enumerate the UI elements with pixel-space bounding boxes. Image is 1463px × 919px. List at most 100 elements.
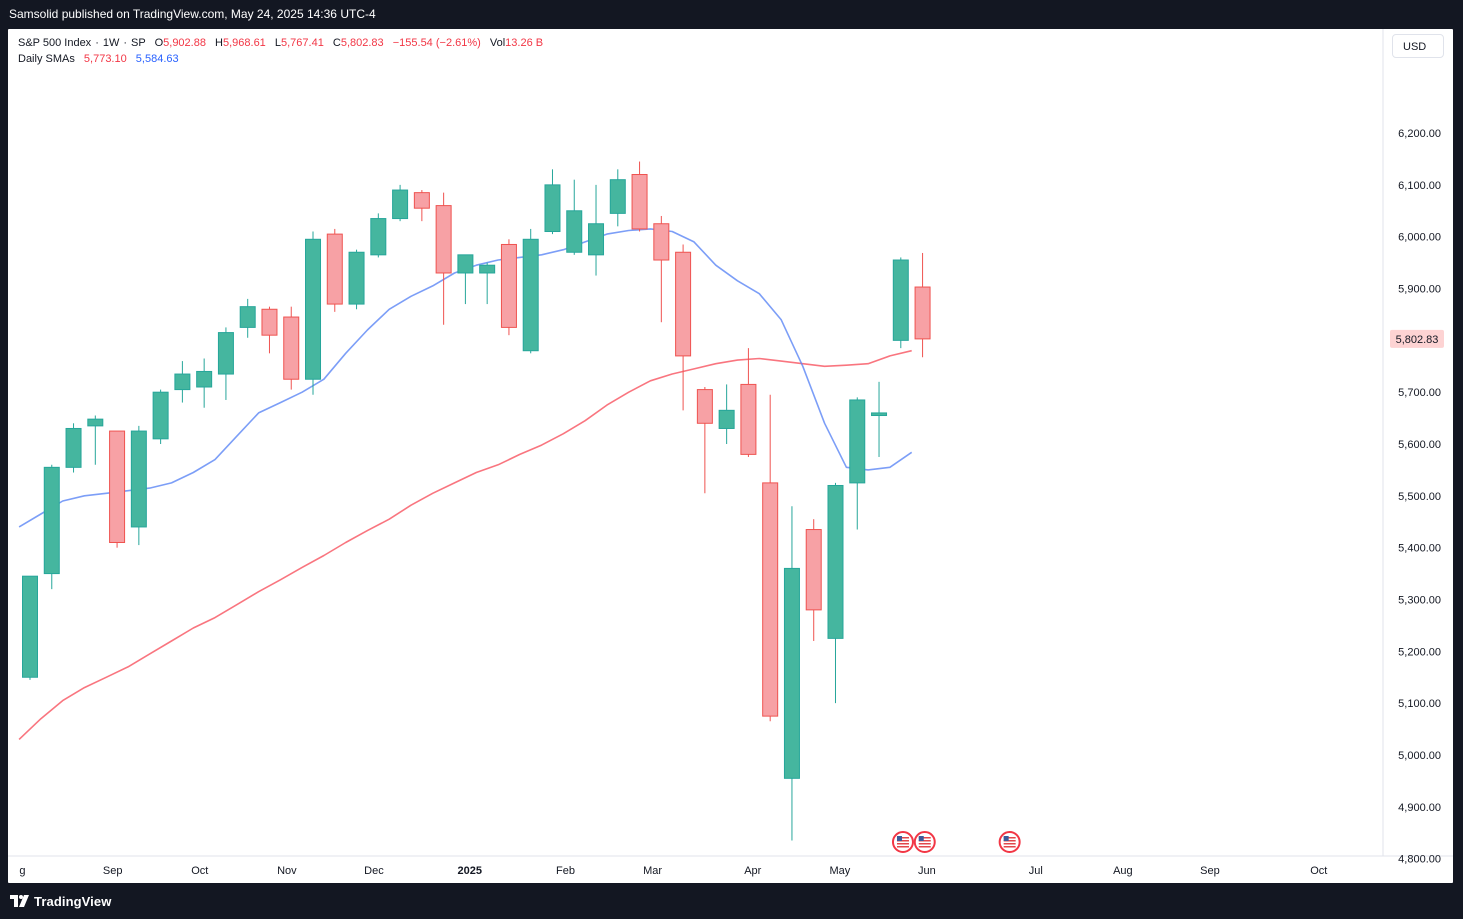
time-tick-label: g <box>19 865 25 877</box>
price-tick-label: 5,300.00 <box>1398 595 1441 607</box>
volume-value: 13.26 B <box>505 37 544 49</box>
candle-up <box>479 264 496 274</box>
high-value: 5,968.61 <box>222 37 266 49</box>
sma-title: Daily SMAs <box>18 53 75 65</box>
price-tick-label: 6,100.00 <box>1398 180 1441 192</box>
candle-down <box>500 243 517 328</box>
sma1-line <box>18 349 912 740</box>
price-tick-label: 5,000.00 <box>1398 750 1441 762</box>
price-tick-label: 4,900.00 <box>1398 802 1441 814</box>
time-tick-label: Oct <box>1310 865 1327 877</box>
chart-panel[interactable]: 6,200.006,100.006,000.005,900.005,800.00… <box>8 29 1453 883</box>
candle-up <box>588 223 605 256</box>
sma1-value: 5,773.10 <box>83 53 127 65</box>
candle-up <box>305 238 322 380</box>
candle-up <box>348 251 365 305</box>
time-tick-label: Apr <box>744 865 761 877</box>
candle-up <box>392 189 409 220</box>
time-tick-label: May <box>829 865 850 877</box>
time-tick-label: Mar <box>643 865 662 877</box>
low-value: 5,767.41 <box>281 37 324 49</box>
close-label: C <box>332 37 341 49</box>
ohlc-legend-row: S&P 500 Index · 1W · SP O5,902.88 H5,968.61 … <box>18 37 544 49</box>
candle-up <box>457 254 474 274</box>
candle-up <box>783 567 800 779</box>
candle-up <box>522 238 539 352</box>
interval-label[interactable]: 1W <box>102 37 120 49</box>
exchange-label: SP <box>131 37 146 49</box>
time-tick-label: Oct <box>191 865 208 877</box>
us-flag-event-icon[interactable] <box>998 831 1021 853</box>
candle-up <box>130 430 147 528</box>
candle-up <box>239 306 256 328</box>
candle-down <box>435 205 452 274</box>
candle-up <box>22 575 38 678</box>
candle-down <box>762 482 779 717</box>
publisher-bar: Samsolid published on TradingView.com, M… <box>0 0 1463 28</box>
candle-down <box>653 223 670 261</box>
time-tick-label: Jul <box>1029 865 1043 877</box>
time-tick-label: Feb <box>556 865 575 877</box>
tradingview-logo-icon <box>10 894 29 907</box>
volume-label: Vol <box>489 37 506 49</box>
time-tick-label: Sep <box>1200 865 1220 877</box>
candle-down <box>283 316 300 380</box>
candle-down <box>914 286 931 340</box>
candle-up <box>566 210 583 253</box>
candle-down <box>631 174 648 230</box>
candle-up <box>892 259 909 341</box>
candle-up <box>718 409 735 429</box>
price-tick-label: 5,700.00 <box>1398 387 1441 399</box>
candle-up <box>43 466 60 575</box>
currency-button[interactable]: USD <box>1392 34 1444 58</box>
price-tick-label: 4,800.00 <box>1398 854 1441 866</box>
plot-area[interactable] <box>18 161 931 841</box>
last-price-tag <box>1390 329 1444 348</box>
candle-up <box>370 218 387 256</box>
candle-up <box>849 399 866 484</box>
time-tick-label: 2025 <box>458 865 482 877</box>
candle-down <box>805 529 822 611</box>
candle-up <box>87 418 104 427</box>
price-tick-label: 5,600.00 <box>1398 439 1441 451</box>
price-tick-label: 6,200.00 <box>1398 128 1441 140</box>
time-tick-label: Sep <box>103 865 123 877</box>
candle-up <box>544 184 561 233</box>
us-flag-event-icon[interactable] <box>891 831 914 853</box>
candle-down <box>109 430 126 543</box>
candle-down <box>675 251 692 357</box>
tradingview-brand[interactable]: TradingView <box>10 894 111 909</box>
price-tick-label: 5,100.00 <box>1398 698 1441 710</box>
candle-down <box>413 192 430 209</box>
candle-up <box>827 484 844 639</box>
candle-up <box>174 373 191 391</box>
time-tick-label: Aug <box>1113 865 1133 877</box>
candle-down <box>326 233 343 305</box>
low-label: L <box>274 37 281 49</box>
time-tick-label: Jun <box>918 865 936 877</box>
candle-up <box>196 370 213 388</box>
candle-down <box>696 389 713 424</box>
symbol-name[interactable]: S&P 500 Index <box>18 37 92 49</box>
time-tick-label: Nov <box>277 865 297 877</box>
open-value: 5,902.88 <box>163 37 206 49</box>
candlestick-chart[interactable]: 6,200.006,100.006,000.005,900.005,800.00… <box>8 29 1453 883</box>
price-tick-label: 5,400.00 <box>1398 543 1441 555</box>
candle-up <box>871 412 888 417</box>
candle-up <box>65 427 82 468</box>
last-price-label: 5,802.83 <box>1396 334 1439 346</box>
candle-down <box>261 308 278 336</box>
price-tick-label: 5,500.00 <box>1398 491 1441 503</box>
close-value: 5,802.83 <box>340 37 384 49</box>
candle-down <box>740 383 757 455</box>
footer-bar: TradingView <box>0 884 1463 919</box>
us-flag-event-icon[interactable] <box>913 831 936 853</box>
time-tick-label: Dec <box>364 865 384 877</box>
chart-legend: S&P 500 Index · 1W · SP O5,902.88 H5,968.61 … <box>18 35 543 67</box>
sma2-value: 5,584.63 <box>135 53 179 65</box>
tradingview-brand-text: TradingView <box>34 894 112 909</box>
sma-legend-row[interactable]: Daily SMAs 5,773.10 5,584.63 <box>18 51 543 67</box>
price-tick-label: 6,000.00 <box>1398 232 1441 244</box>
candle-up <box>152 391 169 440</box>
candle-up <box>609 179 626 214</box>
